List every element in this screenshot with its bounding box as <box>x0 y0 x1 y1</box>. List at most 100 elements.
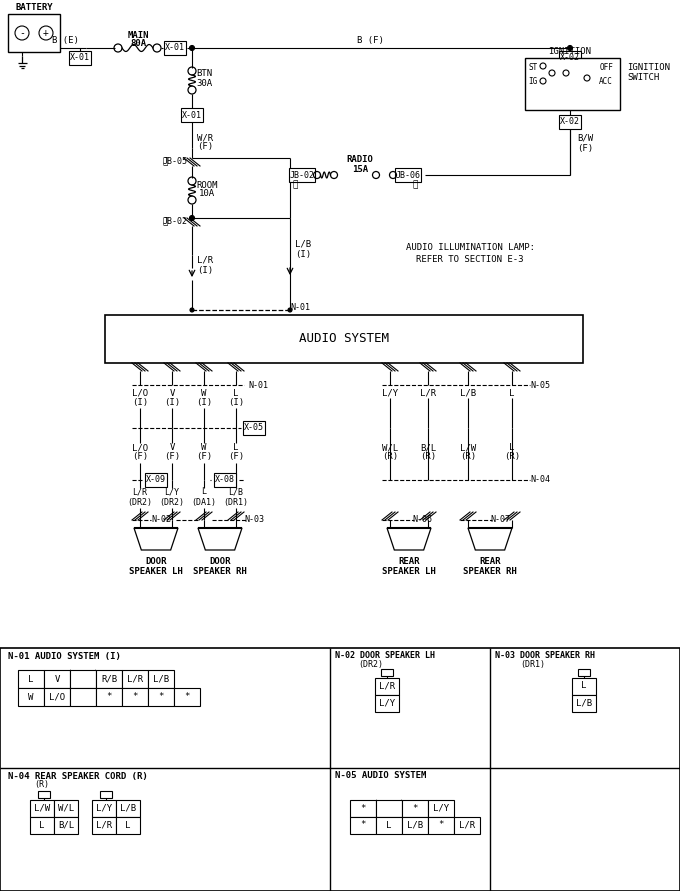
Text: (F): (F) <box>196 453 212 462</box>
Bar <box>96 670 122 688</box>
Text: (DR2): (DR2) <box>358 659 383 668</box>
Text: ACC: ACC <box>599 78 613 86</box>
Text: MAIN: MAIN <box>127 31 149 40</box>
Text: IG: IG <box>528 78 538 86</box>
Text: X-01: X-01 <box>165 44 185 53</box>
Text: (I): (I) <box>132 397 148 406</box>
Text: W/R: W/R <box>197 134 213 143</box>
Circle shape <box>190 45 194 51</box>
Bar <box>395 168 421 182</box>
Text: V: V <box>54 674 60 683</box>
Bar <box>376 817 402 834</box>
Bar <box>122 688 148 706</box>
Bar <box>559 115 581 129</box>
Text: N-04 REAR SPEAKER CORD (R): N-04 REAR SPEAKER CORD (R) <box>8 772 148 781</box>
Text: (F): (F) <box>132 453 148 462</box>
Bar <box>44 688 70 706</box>
Text: L/B: L/B <box>576 699 592 707</box>
Text: BTN: BTN <box>196 69 212 78</box>
Text: BATTERY: BATTERY <box>15 4 53 12</box>
Text: X-01: X-01 <box>182 110 202 119</box>
Text: N-03: N-03 <box>244 516 264 525</box>
Text: X-08: X-08 <box>215 476 235 485</box>
Text: SPEAKER LH: SPEAKER LH <box>129 567 183 576</box>
Bar <box>572 678 596 695</box>
Text: W/L: W/L <box>382 444 398 453</box>
Text: L/B: L/B <box>228 487 243 496</box>
Text: (I): (I) <box>164 397 180 406</box>
Bar <box>376 800 402 817</box>
Text: L: L <box>29 674 34 683</box>
Text: RADIO: RADIO <box>347 156 373 165</box>
Text: L/B: L/B <box>407 821 423 830</box>
Bar <box>289 168 316 182</box>
Text: B (E): B (E) <box>52 37 78 45</box>
Bar <box>164 41 186 55</box>
Text: (R): (R) <box>35 780 50 789</box>
Bar <box>148 670 174 688</box>
Text: N-02 DOOR SPEAKER LH: N-02 DOOR SPEAKER LH <box>335 651 435 660</box>
Text: L: L <box>581 682 587 691</box>
Text: SPEAKER RH: SPEAKER RH <box>463 567 517 576</box>
Text: L: L <box>233 388 239 397</box>
Text: L/O: L/O <box>49 692 65 701</box>
Text: L: L <box>509 388 515 397</box>
Text: V: V <box>169 444 175 453</box>
Text: L/R: L/R <box>420 388 436 397</box>
Text: OFF: OFF <box>599 63 613 72</box>
Text: L/Y: L/Y <box>433 804 449 813</box>
Circle shape <box>288 308 292 312</box>
Circle shape <box>568 45 573 51</box>
Bar <box>402 817 428 834</box>
Text: *: * <box>106 692 112 701</box>
Text: L: L <box>386 821 392 830</box>
Text: ⓗ: ⓗ <box>412 181 418 190</box>
Text: ST: ST <box>528 62 538 71</box>
Text: (DA1): (DA1) <box>192 497 216 506</box>
Text: JB-02: JB-02 <box>163 217 188 226</box>
Bar <box>350 800 376 817</box>
Text: N-05: N-05 <box>530 380 550 389</box>
Bar <box>375 678 399 695</box>
Bar <box>70 688 96 706</box>
Bar <box>525 58 620 110</box>
Bar <box>243 421 265 435</box>
Bar <box>69 51 91 65</box>
Text: X-05: X-05 <box>244 423 264 432</box>
Text: L/Y: L/Y <box>382 388 398 397</box>
Bar <box>122 670 148 688</box>
Bar <box>92 817 116 834</box>
Text: (DR2): (DR2) <box>128 497 152 506</box>
Text: N-05 AUDIO SYSTEM: N-05 AUDIO SYSTEM <box>335 772 426 781</box>
Bar <box>116 817 140 834</box>
Text: *: * <box>439 821 443 830</box>
Text: L: L <box>125 821 131 830</box>
Bar <box>572 695 596 712</box>
Bar <box>100 791 112 798</box>
Text: IGNITION: IGNITION <box>549 47 592 56</box>
Text: ⓑ: ⓑ <box>292 181 298 190</box>
Text: REAR: REAR <box>398 557 420 566</box>
Text: (R): (R) <box>420 453 436 462</box>
Bar <box>18 670 44 688</box>
Bar <box>8 14 60 52</box>
Text: REFER TO SECTION E-3: REFER TO SECTION E-3 <box>416 256 524 265</box>
Text: B/L: B/L <box>420 444 436 453</box>
Text: AUDIO ILLUMINATION LAMP:: AUDIO ILLUMINATION LAMP: <box>405 243 534 252</box>
Text: *: * <box>412 804 418 813</box>
Text: ROOM: ROOM <box>197 181 218 190</box>
Text: (I): (I) <box>196 397 212 406</box>
Circle shape <box>190 308 194 312</box>
Text: B/W: B/W <box>577 134 593 143</box>
Text: (F): (F) <box>577 143 593 152</box>
Text: JB-05: JB-05 <box>163 158 188 167</box>
Text: L/R: L/R <box>96 821 112 830</box>
Circle shape <box>190 216 194 220</box>
Text: X-02: X-02 <box>560 118 580 127</box>
Text: *: * <box>360 804 366 813</box>
Text: N-03 DOOR SPEAKER RH: N-03 DOOR SPEAKER RH <box>495 651 595 660</box>
Text: L/O: L/O <box>132 388 148 397</box>
Text: L/O: L/O <box>132 444 148 453</box>
Text: L/W: L/W <box>34 804 50 813</box>
Bar <box>402 800 428 817</box>
